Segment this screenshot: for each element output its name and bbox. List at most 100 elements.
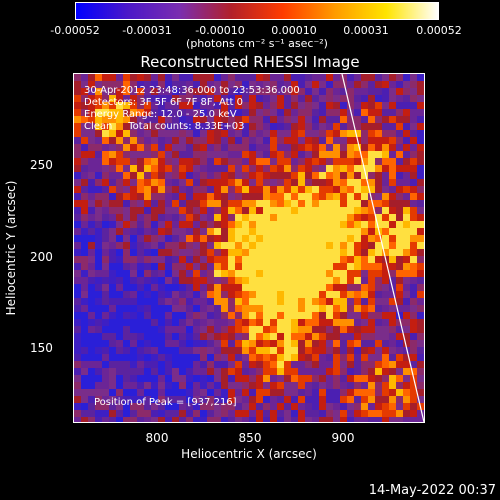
heatmap-cell (354, 207, 362, 215)
heatmap-cell (81, 410, 89, 418)
heatmap-cell (179, 130, 187, 138)
heatmap-cell (172, 144, 180, 152)
heatmap-cell (172, 298, 180, 306)
heatmap-cell (291, 88, 299, 96)
heatmap-cell (74, 193, 82, 201)
heatmap-cell (242, 165, 250, 173)
heatmap-cell (186, 109, 194, 117)
heatmap-cell (235, 368, 243, 376)
heatmap-cell (144, 102, 152, 110)
heatmap-cell (375, 102, 383, 110)
heatmap-cell (207, 326, 215, 334)
heatmap-cell (102, 158, 110, 166)
heatmap-cell (137, 249, 145, 257)
heatmap-cell (270, 88, 278, 96)
heatmap-cell (410, 74, 418, 82)
heatmap-cell (88, 368, 96, 376)
heatmap-cell (116, 361, 124, 369)
heatmap-cell (193, 403, 201, 411)
heatmap-cell (221, 361, 229, 369)
heatmap-cell (81, 333, 89, 341)
heatmap-cell (144, 137, 152, 145)
heatmap-cell (298, 417, 306, 422)
heatmap-cell (207, 109, 215, 117)
heatmap-cell (242, 200, 250, 208)
heatmap-cell (270, 74, 278, 82)
heatmap-cell (382, 417, 390, 422)
heatmap-cell (256, 270, 264, 278)
heatmap-cell (249, 123, 257, 131)
heatmap-cell (326, 284, 334, 292)
heatmap-cell (305, 410, 313, 418)
heatmap-cell (116, 228, 124, 236)
heatmap-cell (137, 277, 145, 285)
heatmap-cell (74, 116, 82, 124)
heatmap-cell (186, 333, 194, 341)
heatmap-cell (207, 333, 215, 341)
heatmap-cell (116, 214, 124, 222)
heatmap-cell (270, 347, 278, 355)
heatmap-cell (137, 270, 145, 278)
heatmap-cell (298, 375, 306, 383)
heatmap-cell (284, 249, 292, 257)
heatmap-cell (88, 333, 96, 341)
heatmap-cell (172, 200, 180, 208)
heatmap-cell (207, 368, 215, 376)
heatmap-cell (200, 354, 208, 362)
heatmap-cell (137, 130, 145, 138)
heatmap-cell (410, 382, 418, 390)
heatmap-cell (312, 256, 320, 264)
heatmap-cell (95, 298, 103, 306)
heatmap-cell (361, 95, 369, 103)
heatmap-cell (256, 158, 264, 166)
heatmap-cell (298, 410, 306, 418)
heatmap-cell (235, 305, 243, 313)
heatmap-cell (312, 102, 320, 110)
heatmap-cell (403, 375, 411, 383)
heatmap-cell (116, 74, 124, 82)
heatmap-cell (151, 137, 159, 145)
heatmap-cell (326, 186, 334, 194)
heatmap-cell (130, 340, 138, 348)
heatmap-cell (116, 277, 124, 285)
heatmap-cell (116, 200, 124, 208)
heatmap-cell (396, 179, 404, 187)
heatmap-cell (382, 109, 390, 117)
heatmap-cell (417, 158, 424, 166)
heatmap-cell (95, 207, 103, 215)
heatmap-cell (214, 88, 222, 96)
heatmap-cell (158, 319, 166, 327)
heatmap-cell (81, 305, 89, 313)
heatmap-cell (270, 242, 278, 250)
heatmap-cell (403, 256, 411, 264)
heatmap-cell (270, 165, 278, 173)
heatmap-cell (193, 298, 201, 306)
heatmap-cell (354, 347, 362, 355)
heatmap-cell (95, 242, 103, 250)
heatmap-cell (340, 305, 348, 313)
heatmap-cell (130, 165, 138, 173)
heatmap-cell (235, 179, 243, 187)
heatmap-cell (130, 193, 138, 201)
heatmap-cell (165, 291, 173, 299)
heatmap-cell (74, 298, 82, 306)
heatmap-cell (417, 172, 424, 180)
heatmap-cell (396, 158, 404, 166)
heatmap-cell (298, 361, 306, 369)
heatmap-cell (74, 277, 82, 285)
heatmap-cell (165, 333, 173, 341)
heatmap-cell (256, 207, 264, 215)
heatmap-cell (361, 151, 369, 159)
heatmap-cell (200, 214, 208, 222)
heatmap-cell (382, 200, 390, 208)
heatmap-cell (277, 375, 285, 383)
x-tick-label: 800 (145, 431, 169, 445)
heatmap-cell (186, 361, 194, 369)
heatmap-cell (326, 298, 334, 306)
heatmap-cell (305, 74, 313, 82)
heatmap-cell (165, 242, 173, 250)
heatmap-cell (368, 193, 376, 201)
heatmap-cell (319, 305, 327, 313)
heatmap-cell (333, 179, 341, 187)
heatmap-cell (186, 326, 194, 334)
